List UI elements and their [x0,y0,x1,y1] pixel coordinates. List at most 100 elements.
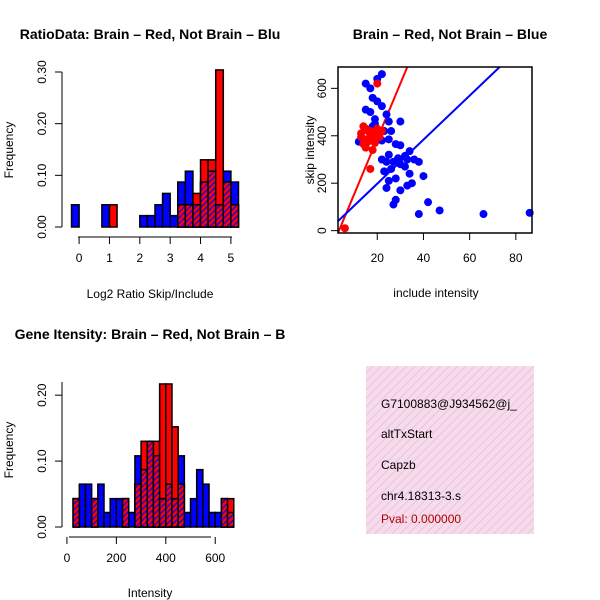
bar-overlap [90,497,99,528]
point-not-brain [377,70,386,79]
point-not-brain [387,127,396,136]
intensity-x-label: Intensity [128,586,173,600]
x-tick-label: 3 [167,251,174,265]
x-tick-label: 1 [106,251,113,265]
y-tick-label: 200 [315,173,329,193]
bar-not-brain [109,497,118,528]
x-tick-label: 20 [371,251,385,265]
point-not-brain [396,117,405,126]
x-tick-label: 400 [156,551,176,565]
info-line-probe-id: G7100883@J934562@j_ [381,397,517,411]
info-line-event-type: altTxStart [381,427,433,441]
intensity-y-label: Frequency [2,422,16,479]
x-tick-label: 60 [463,251,477,265]
bar-not-brain [115,497,124,528]
point-not-brain [396,141,405,150]
x-tick-label: 40 [417,251,431,265]
bar-not-brain [97,483,105,528]
ratio-y-label: Frequency [2,122,16,179]
y-tick-label: 0.20 [35,112,49,136]
not-brain-fit-line [338,67,501,222]
y-tick-label: 0 [315,227,329,234]
point-not-brain [479,210,488,219]
point-brain [340,224,349,233]
point-not-brain [403,181,412,190]
point-not-brain [384,135,393,144]
y-tick-label: 0.10 [35,449,49,473]
info-line-location: chr4.18313-3.s [381,489,461,503]
bar-brain [108,204,118,228]
x-tick-label: 0 [64,551,71,565]
point-not-brain [405,169,414,178]
point-not-brain [387,164,396,173]
bar-overlap [207,170,217,228]
bar-brain [214,69,225,228]
point-not-brain [382,157,391,166]
bar-not-brain [84,483,93,528]
point-brain [368,146,377,154]
scatter-y-label: skip intensity [303,116,317,185]
y-tick-label: 0.30 [35,60,49,84]
point-not-brain [414,210,423,219]
bar-overlap [192,204,202,228]
point-not-brain [384,150,393,159]
point-not-brain [370,115,379,124]
bar-not-brain [202,483,210,528]
point-brain [373,79,382,88]
bar-overlap [220,497,229,528]
bar-not-brain [139,214,149,228]
scatter-y-ticks: 0 200 400 600 [315,78,338,234]
bar-overlap [165,483,173,528]
point-not-brain [396,160,405,169]
bar-overlap [121,497,130,528]
bar-overlap [134,483,142,528]
bar-overlap [72,497,81,528]
bar-not-brain [78,483,87,528]
bar-not-brain [214,511,223,528]
bar-overlap [214,204,225,228]
ratio-y-ticks: 0.00 0.10 0.20 0.30 [35,60,62,239]
point-not-brain [419,172,428,181]
y-tick-label: 0.00 [35,515,49,539]
bar-overlap [177,204,187,228]
bar-not-brain [183,511,192,528]
ratio-x-label: Log2 Ratio Skip/Include [87,287,214,301]
info-pval: Pval: 0.000000 [381,512,461,526]
x-tick-label: 4 [197,251,204,265]
bar-not-brain [101,204,111,228]
scatter-frame [337,66,533,234]
bar-not-brain [208,511,216,528]
bar-overlap [171,497,179,528]
bar-overlap [222,181,232,228]
bar-overlap [140,468,149,528]
bar-overlap [158,497,167,528]
intensity-histogram-title: Gene Itensity: Brain – Red, Not Brain – … [15,326,286,342]
scatter-fit-lines [338,67,501,233]
bar-not-brain [127,511,136,528]
y-tick-label: 0.00 [35,215,49,239]
bar-not-brain [189,497,198,528]
point-brain [361,143,370,152]
y-tick-label: 0.20 [35,383,49,407]
y-tick-label: 0.10 [35,163,49,187]
bar-overlap [177,483,186,528]
bar-not-brain [146,214,156,228]
point-not-brain [424,198,433,207]
point-not-brain [366,84,375,93]
intensity-histogram-bars [72,383,235,528]
intensity-y-ticks: 0.00 0.10 0.20 [35,383,62,539]
point-not-brain [391,174,400,183]
point-not-brain [414,157,423,166]
point-not-brain [380,167,389,176]
point-brain [357,132,366,141]
point-not-brain [396,186,405,195]
point-not-brain [389,200,398,209]
x-tick-label: 200 [106,551,126,565]
scatter-x-label: include intensity [393,286,478,300]
bar-not-brain [161,192,171,228]
bar-overlap [226,511,235,528]
point-brain [366,164,375,173]
bar-not-brain [103,511,111,528]
ratio-histogram-title: RatioData: Brain – Red, Not Brain – Blu [20,26,281,42]
